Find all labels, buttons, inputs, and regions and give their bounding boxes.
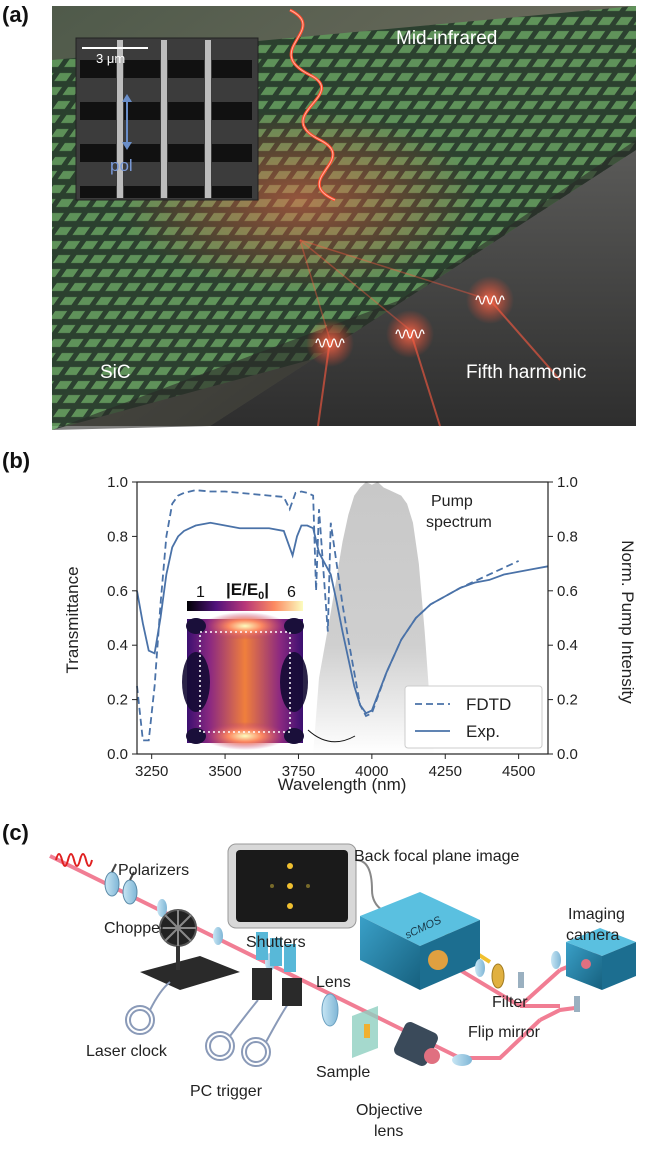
y2-tick-label: 0.0 [557,746,578,763]
label-filter: Filter [492,994,528,1011]
legend: FDTD Exp. [404,685,543,749]
y2-tick-label: 0.8 [557,528,578,545]
label-chopper: Chopper [104,920,166,937]
y2-tick-label: 0.6 [557,583,578,600]
colorbar-min: 1 [196,584,205,601]
x-tick-label: 4500 [502,763,535,780]
label-objective-lens: lens [374,1123,404,1140]
pump-spectrum-area [313,482,434,754]
label-imaging-camera: camera [566,927,620,944]
y-tick-label: 0.2 [107,692,128,709]
label-imaging: Imaging [568,906,625,923]
y-tick-label: 0.6 [107,583,128,600]
mid-infrared-label: Mid-infrared [396,28,498,49]
pump-label-line2: spectrum [426,514,492,531]
setup-illustration [49,843,636,1067]
label-shutters: Shutters [246,934,306,951]
x-tick-label: 3750 [282,763,315,780]
y2-tick-label: 1.0 [557,474,578,491]
panel-label-c: (c) [2,820,29,845]
scale-bar-label: 3 μm [96,51,126,66]
y-tick-label: 0.4 [107,637,128,654]
legend-exp: Exp. [466,722,500,741]
label-flip-mirror: Flip mirror [468,1024,540,1041]
y-tick-label: 1.0 [107,474,128,491]
panel-label-b: (b) [2,448,31,473]
label-sample: Sample [316,1064,371,1081]
series-line-exp [136,521,549,715]
panel-a-illustration [52,6,636,430]
colorbar-title: |E/E0| [226,580,269,602]
label-back-focal-plane: Back focal plane image [354,848,520,865]
series-line-fdtd [136,489,520,742]
pump-label-line1: Pump [431,493,473,510]
transmittance-chart: 3250 3500 3750 4000 4250 4500 0.0 0.2 0.4 0.6 0.8 1… [63,474,637,794]
field-map-inset [182,601,308,750]
label-objective: Objective [356,1102,423,1119]
fifth-harmonic-label: Fifth harmonic [466,362,587,383]
x-axis-label: Wavelength (nm) [278,775,407,794]
y-axis-label: Transmittance [63,566,82,673]
pol-label: pol [110,156,133,175]
label-pc-trigger: PC trigger [190,1083,263,1100]
x-tick-label: 3500 [208,763,241,780]
label-polarizers: Polarizers [118,862,190,879]
colorbar-max: 6 [287,584,296,601]
y2-tick-label: 0.2 [557,692,578,709]
y2-axis-label: Norm. Pump Intensity [618,540,637,704]
y2-tick-label: 0.4 [557,637,578,654]
sem-inset [75,37,259,201]
x-tick-label: 4000 [355,763,388,780]
y-tick-label: 0.8 [107,528,128,545]
sic-label: SiC [100,362,131,383]
x-tick-label: 3250 [135,763,168,780]
label-lens: Lens [316,974,351,991]
panel-label-a: (a) [2,2,29,27]
y-tick-label: 0.0 [107,746,128,763]
x-tick-label: 4250 [429,763,462,780]
label-laser-clock: Laser clock [86,1043,167,1060]
legend-fdtd: FDTD [466,695,511,714]
resonance-bracket [307,729,356,743]
